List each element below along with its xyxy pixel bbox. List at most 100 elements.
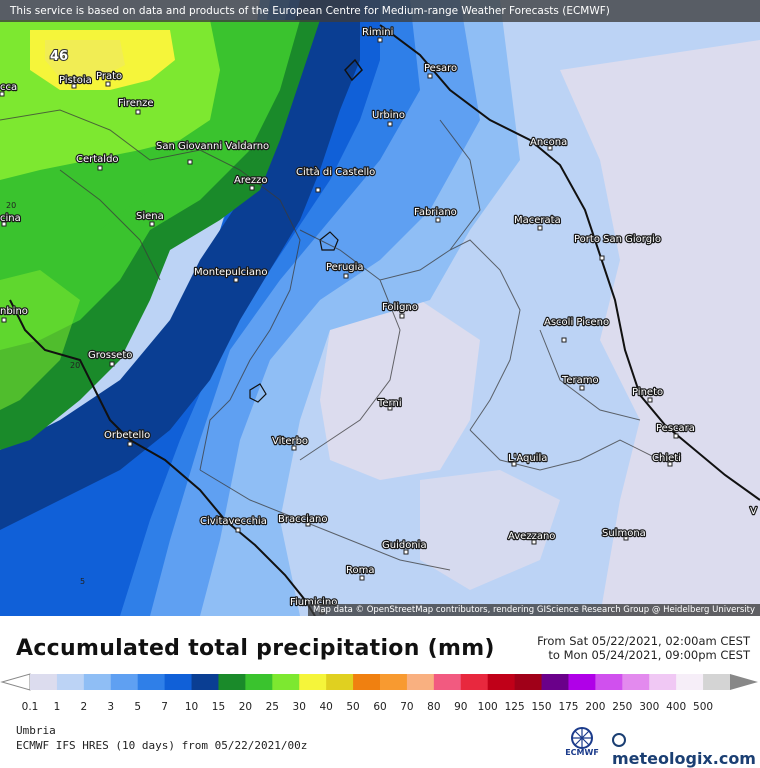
city-label-siena: Siena xyxy=(136,211,164,222)
color-scale-tick-125: 125 xyxy=(505,701,525,713)
city-label-pistoia: Pistoia xyxy=(59,75,92,86)
city-dot-orbetello xyxy=(127,441,133,447)
precip-zone-light-south xyxy=(420,470,560,590)
time-range-from: From Sat 05/22/2021, 02:00am CEST xyxy=(537,634,750,648)
lake-bolsena xyxy=(249,383,267,403)
color-scale-swatch-250 xyxy=(622,674,650,690)
color-scale-swatch-60 xyxy=(380,674,408,690)
city-label-pesaro: Pesaro xyxy=(424,63,457,74)
color-scale-tick-1: 1 xyxy=(54,701,61,713)
color-scale-swatch-125 xyxy=(514,674,543,690)
city-dot-arezzo xyxy=(249,185,255,191)
color-scale-tick-30: 30 xyxy=(293,701,306,713)
city-dot-bracciano xyxy=(305,521,311,527)
city-dot-civitavecchia xyxy=(235,527,241,533)
lake-small-north xyxy=(344,58,363,82)
city-label-roma: Roma xyxy=(346,565,375,576)
city-dot-macerata xyxy=(537,225,543,231)
color-scale-tick-60: 60 xyxy=(373,701,386,713)
map-attribution: Map data © OpenStreetMap contributors, r… xyxy=(308,604,760,616)
color-scale-swatch-20 xyxy=(245,674,273,690)
city-label-v: V xyxy=(750,506,757,517)
legend-footer: Accumulated total precipitation (mm) Fro… xyxy=(0,616,760,768)
city-dot-prato xyxy=(105,81,111,87)
city-label-grosseto: Grosseto xyxy=(88,350,132,361)
color-scale-tick-0.1: 0.1 xyxy=(22,701,39,713)
color-scale-tick-300: 300 xyxy=(639,701,659,713)
region-borders xyxy=(0,109,661,571)
map-value-label-20b: 20 xyxy=(70,361,80,370)
city-label-civitavecchia: Civitavecchia xyxy=(200,516,267,527)
color-scale-tick-150: 150 xyxy=(532,701,552,713)
time-range-to: to Mon 05/24/2021, 09:00pm CEST xyxy=(548,648,750,662)
city-label-urbino: Urbino xyxy=(372,110,405,121)
meteologix-mark-icon xyxy=(612,733,626,747)
city-dot-citta-di-castello xyxy=(315,187,321,193)
color-scale-swatch-70 xyxy=(406,674,435,690)
city-dot-pineto xyxy=(647,397,653,403)
city-dot-certaldo xyxy=(97,165,103,171)
model-info: ECMWF IFS HRES (10 days) from 05/22/2021… xyxy=(16,739,308,752)
city-dot-guidonia xyxy=(403,549,409,555)
precip-zone-green-left xyxy=(0,270,80,410)
city-label-laquila: L'Aquila xyxy=(508,453,547,464)
city-label-avezzano: Avezzano xyxy=(508,531,555,542)
color-scale-tick-500: 500 xyxy=(693,701,713,713)
city-label-cca: cca xyxy=(0,82,17,93)
city-dot-firenze xyxy=(135,109,141,115)
city-label-arezzo: Arezzo xyxy=(234,175,268,186)
city-dot-siena xyxy=(149,221,155,227)
city-dot-montepulciano xyxy=(233,277,239,283)
city-label-nbino: nbino xyxy=(0,306,28,317)
meteologix-logo[interactable]: meteologix.com xyxy=(612,730,760,768)
chart-title: Accumulated total precipitation (mm) xyxy=(16,636,495,661)
ecmwf-logo-text: ECMWF xyxy=(565,748,599,757)
time-range: From Sat 05/22/2021, 02:00am CEST to Mon… xyxy=(537,634,750,662)
ecmwf-logo: ECMWF xyxy=(560,726,604,758)
map-max-value-label: 46 xyxy=(50,49,68,64)
color-scale-tick-5: 5 xyxy=(134,701,141,713)
color-scale-max-arrow xyxy=(730,674,758,690)
color-scale-tick-250: 250 xyxy=(612,701,632,713)
city-dot-grosseto xyxy=(109,361,115,367)
map-value-label-5: 5 xyxy=(80,577,85,586)
color-scale-swatch-175 xyxy=(568,674,596,690)
city-dot-pesaro xyxy=(427,73,433,79)
city-label-porto-san-giorgio: Porto San Giorgio xyxy=(574,234,661,245)
color-scale-tick-20: 20 xyxy=(239,701,252,713)
city-label-viterbo: Viterbo xyxy=(272,436,308,447)
city-label-orbetello: Orbetello xyxy=(104,430,150,441)
color-scale-swatch-30 xyxy=(299,674,327,690)
city-label-sulmona: Sulmona xyxy=(602,528,646,539)
city-label-pineto: Pineto xyxy=(632,387,663,398)
color-scale-swatch-3 xyxy=(110,674,139,690)
color-scale-swatch-400 xyxy=(676,674,704,690)
color-scale-swatch-5 xyxy=(137,674,166,690)
precip-zone-light-east xyxy=(560,40,760,616)
city-label-citta-di-castello: Città di Castello xyxy=(296,166,375,178)
color-scale-tick-70: 70 xyxy=(400,701,413,713)
city-dot-roma xyxy=(359,575,365,581)
color-scale-swatch-90 xyxy=(460,674,489,690)
precip-zone-yellow-40 xyxy=(45,40,125,78)
city-dot-pescara xyxy=(673,433,679,439)
city-dot-ancona xyxy=(547,145,553,151)
color-scale-tick-100: 100 xyxy=(478,701,498,713)
color-scale-swatch-1 xyxy=(56,674,85,690)
region-name: Umbria xyxy=(16,724,56,737)
color-scale-swatch-15 xyxy=(218,674,246,690)
city-markers: Rimini Pesaro Pistoia Prato Firenze Urbi… xyxy=(0,26,758,615)
city-label-rimini: Rimini xyxy=(362,27,393,38)
city-label-fabriano: Fabriano xyxy=(414,207,457,218)
color-scale-swatch-300 xyxy=(649,674,677,690)
color-scale: 0.1 1 2 3 5 7 10 15 20 25 30 40 50 60 70 80 90 100 125 150 1… xyxy=(0,670,760,720)
color-scale-tick-3: 3 xyxy=(107,701,114,713)
color-scale-tick-80: 80 xyxy=(427,701,440,713)
color-scale-swatch-500 xyxy=(703,674,731,690)
precipitation-map[interactable]: 20 20 5 46 Rimini Pesaro Pistoia Prato F… xyxy=(0,0,760,616)
city-label-chieti: Chieti xyxy=(652,453,681,464)
city-dot-avezzano xyxy=(531,539,537,545)
color-scale-tick-50: 50 xyxy=(346,701,359,713)
city-dot-viterbo xyxy=(291,445,297,451)
color-scale-swatch-7 xyxy=(164,674,193,690)
